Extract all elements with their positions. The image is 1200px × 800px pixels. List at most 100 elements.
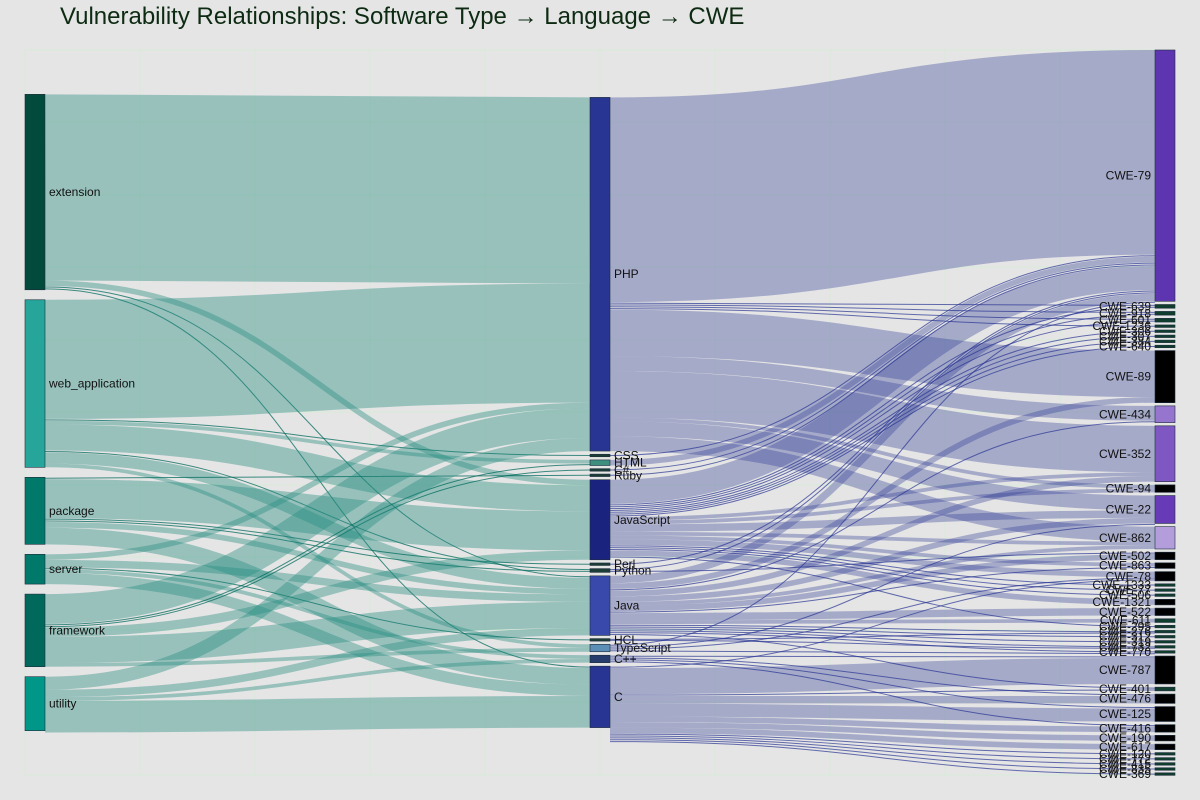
node-cwe-639 — [1154, 304, 1176, 309]
node-label-cwe-835: CWE-835 — [1099, 762, 1151, 776]
node-cwe-79 — [1154, 49, 1176, 302]
link-extension-to-javascript — [44, 280, 591, 486]
node-cwe-89 — [1154, 350, 1176, 403]
link-utility-to-java — [44, 627, 591, 698]
link-python-to-cwe-79 — [609, 292, 1156, 571]
link-javascript-to-cwe-22 — [609, 510, 1156, 532]
link-c-to-cwe-835 — [609, 739, 1156, 770]
node-label-cwe-125: CWE-125 — [1099, 707, 1151, 721]
link-framework-to-java — [44, 601, 591, 663]
node-label-java: Java — [614, 599, 640, 613]
node-cwe-415 — [1154, 762, 1176, 766]
link-typescript-to-cwe-770 — [609, 650, 1156, 655]
link-c-to-cwe-787 — [609, 655, 1156, 658]
link-php-to-cwe-79 — [609, 49, 1156, 303]
link-c-to-cwe-416 — [609, 716, 1156, 733]
node-label-ruby: Ruby — [614, 468, 642, 482]
node-cwe-22 — [1154, 495, 1176, 524]
node-label-cwe-476: CWE-476 — [1099, 692, 1151, 706]
link-framework-to-php — [44, 408, 591, 624]
link-java-to-cwe-502 — [609, 554, 1156, 612]
node-label-cwe-307: CWE-307 — [1099, 329, 1151, 343]
node-cwe-617 — [1154, 743, 1176, 750]
node-cwe-384 — [1154, 339, 1176, 343]
link-java-to-cwe-79 — [609, 293, 1156, 584]
link-utility-to-php — [44, 438, 591, 690]
node-label-cwe-319: CWE-319 — [1099, 635, 1151, 649]
link-php-to-cwe-89 — [609, 309, 1156, 398]
node-label-c: C — [614, 690, 623, 704]
link-c-to-cwe-78 — [609, 579, 1156, 668]
node-label-cwe-787: CWE-787 — [1099, 663, 1151, 677]
node-cwe-416 — [1154, 724, 1176, 733]
link-c-to-cwe-125 — [609, 703, 1156, 722]
link-c-to-cwe-120 — [609, 733, 1156, 755]
node-label-cwe-295: CWE-295 — [1099, 620, 1151, 634]
link-java-to-cwe-770 — [609, 632, 1156, 653]
link-php-to-cwe-601 — [609, 306, 1156, 320]
link-java-to-cwe-352 — [609, 476, 1156, 597]
node-label-cwe-79: CWE-79 — [1106, 169, 1152, 183]
link-c-to-cwe-416 — [609, 661, 1156, 727]
node-label-cwe-522: CWE-522 — [1099, 605, 1151, 619]
link-package-to-python — [44, 520, 591, 572]
node-c — [589, 665, 611, 728]
link-c-to-cwe-476 — [609, 657, 1156, 696]
node-label-cwe-862: CWE-862 — [1099, 531, 1151, 545]
node-framework — [24, 593, 46, 667]
node-c — [589, 468, 611, 472]
link-framework-to-javascript — [44, 550, 591, 637]
link-extension-to-c — [44, 288, 591, 668]
link-typescript-to-cwe-79 — [609, 301, 1156, 646]
node-label-cwe-502: CWE-502 — [1099, 549, 1151, 563]
link-css-to-cwe-79 — [609, 255, 1156, 456]
link-c-to-cwe-79 — [609, 262, 1156, 471]
node-label-cwe-312: CWE-312 — [1099, 630, 1151, 644]
link-javascript-to-cwe-506 — [609, 549, 1156, 596]
node-label-perl: Perl — [614, 557, 635, 571]
node-cwe-732 — [1154, 645, 1176, 649]
link-web-application-to-html — [44, 420, 591, 464]
link-typescript-to-cwe-22 — [609, 523, 1156, 648]
node-label-cwe-772: CWE-772 — [1099, 752, 1151, 766]
node-cwe-307 — [1154, 334, 1176, 338]
node-cwe-190 — [1154, 735, 1176, 742]
node-cwe-319 — [1154, 640, 1176, 644]
node-cwe-522 — [1154, 607, 1176, 616]
node-c — [589, 654, 611, 663]
link-server-to-java — [44, 559, 591, 602]
node-cwe-918 — [1154, 311, 1176, 316]
node-cwe-78 — [1154, 571, 1176, 582]
node-cwe-476 — [1154, 693, 1176, 704]
node-cwe-863 — [1154, 562, 1176, 569]
link-javascript-to-cwe-862 — [609, 531, 1156, 546]
node-extension — [24, 94, 46, 291]
node-label-cwe-506: CWE-506 — [1099, 588, 1151, 602]
link-package-to-perl — [44, 518, 591, 565]
node-label-cwe-78: CWE-78 — [1106, 569, 1152, 583]
node-web-application — [24, 299, 46, 468]
link-java-to-cwe-863 — [609, 566, 1156, 613]
node-cwe-601 — [1154, 318, 1176, 323]
link-javascript-to-cwe-79 — [609, 265, 1156, 504]
node-label-cwe-89: CWE-89 — [1106, 370, 1152, 384]
node-perl — [589, 562, 611, 566]
link-javascript-to-cwe-352 — [609, 472, 1156, 521]
links — [44, 49, 1156, 775]
node-label-cwe-94: CWE-94 — [1106, 482, 1152, 496]
node-label-server: server — [49, 562, 82, 576]
node-label-cwe-611: CWE-611 — [1100, 614, 1151, 628]
node-label-web-application: web_application — [48, 377, 135, 391]
link-javascript-to-cwe-863 — [609, 535, 1156, 567]
node-label-html: HTML — [614, 456, 647, 470]
node-label-cwe-434: CWE-434 — [1099, 407, 1151, 421]
link-web-application-to-css — [44, 419, 591, 456]
link-php-to-cwe-1236 — [609, 308, 1156, 327]
link-python-to-cwe-502 — [609, 552, 1156, 572]
node-label-package: package — [49, 504, 95, 518]
node-label-cwe-352: CWE-352 — [1099, 447, 1151, 461]
node-cwe-772 — [1154, 757, 1176, 761]
node-cwe-1321 — [1154, 599, 1176, 606]
link-typescript-to-cwe-78 — [609, 577, 1156, 650]
node-cwe-306 — [1154, 329, 1176, 333]
